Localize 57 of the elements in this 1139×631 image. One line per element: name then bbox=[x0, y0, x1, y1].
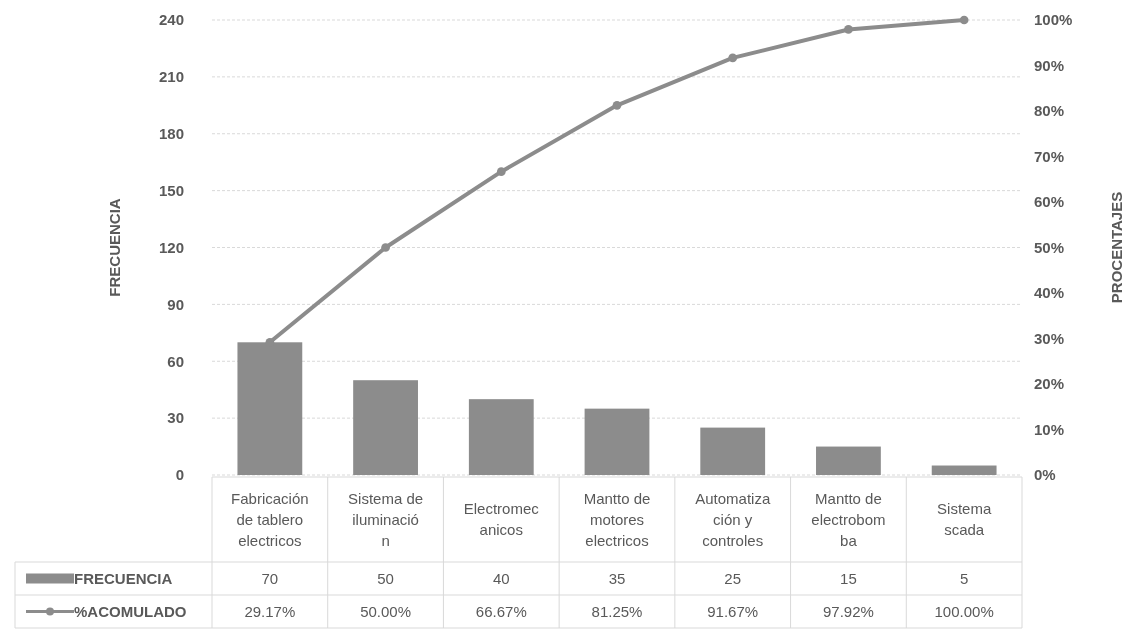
data-label: 35 bbox=[608, 569, 626, 587]
x-tick-label: Electromec anicos bbox=[463, 500, 540, 539]
data-label: 66.67% bbox=[475, 602, 527, 620]
y-tick-label: 120 bbox=[158, 238, 184, 256]
y-tick-label: 180 bbox=[158, 125, 184, 142]
y-tick-label: 60 bbox=[167, 352, 184, 370]
y2-tick-label: 50% bbox=[1034, 238, 1065, 256]
x-tick-label: Mantto de motores electricos bbox=[583, 489, 651, 549]
data-label: 97.92% bbox=[822, 602, 874, 620]
bar bbox=[468, 399, 534, 475]
data-label: 100.00% bbox=[934, 602, 994, 620]
x-tick-label: Mantto de electrobom ba bbox=[811, 489, 886, 549]
data-label: 81.25% bbox=[591, 602, 643, 620]
y2-tick-label: 10% bbox=[1034, 420, 1065, 438]
point bbox=[728, 53, 738, 63]
bar bbox=[584, 408, 650, 475]
y2-tick-label: 20% bbox=[1034, 375, 1065, 393]
point bbox=[844, 25, 853, 34]
y2-tick-label: 30% bbox=[1034, 329, 1065, 347]
point bbox=[381, 243, 390, 252]
y-axis-title: FRECUENCIA bbox=[106, 198, 123, 297]
data-label: 25 bbox=[724, 569, 742, 587]
bar bbox=[931, 465, 997, 475]
y2-tick-label: 90% bbox=[1034, 56, 1065, 74]
data-label: 50.00% bbox=[360, 602, 412, 620]
y-tick-label: 150 bbox=[158, 181, 184, 199]
data-label: 40 bbox=[492, 569, 510, 587]
y-tick-label: 240 bbox=[158, 11, 184, 29]
data-label: 15 bbox=[840, 569, 857, 587]
data-label: 91.67% bbox=[707, 602, 759, 620]
y2-axis-title: PROCENTAJES bbox=[1108, 191, 1125, 304]
x-tick-label: Automatiza ción y controles bbox=[695, 489, 771, 549]
y2-tick-label: 60% bbox=[1034, 193, 1065, 211]
legend-label: FRECUENCIA bbox=[74, 569, 173, 587]
y-tick-label: 210 bbox=[158, 68, 184, 86]
bar bbox=[700, 427, 766, 475]
y2-tick-label: 80% bbox=[1034, 102, 1065, 120]
y2-tick-label: 0% bbox=[1034, 466, 1056, 484]
data-label: 70 bbox=[261, 569, 279, 587]
y2-tick-label: 70% bbox=[1034, 147, 1065, 165]
legend-label: %ACOMULADO bbox=[74, 602, 187, 620]
y-tick-label: 90 bbox=[167, 295, 184, 313]
data-label: 50 bbox=[377, 569, 394, 587]
y-tick-label: 30 bbox=[167, 409, 184, 427]
bar bbox=[353, 380, 418, 475]
y2-tick-label: 40% bbox=[1034, 284, 1065, 302]
bar bbox=[816, 446, 881, 475]
data-label: 5 bbox=[959, 569, 969, 587]
x-tick-label: Sistema scada bbox=[937, 500, 992, 539]
point bbox=[612, 100, 622, 110]
x-tick-label: Fabricación de tablero electricos bbox=[231, 489, 309, 549]
point bbox=[959, 15, 969, 25]
y-tick-label: 0 bbox=[175, 466, 184, 484]
y2-tick-label: 100% bbox=[1034, 11, 1073, 29]
point bbox=[496, 167, 506, 177]
data-label: 29.17% bbox=[244, 602, 296, 620]
x-tick-label: Sistema de iluminació n bbox=[348, 489, 424, 549]
